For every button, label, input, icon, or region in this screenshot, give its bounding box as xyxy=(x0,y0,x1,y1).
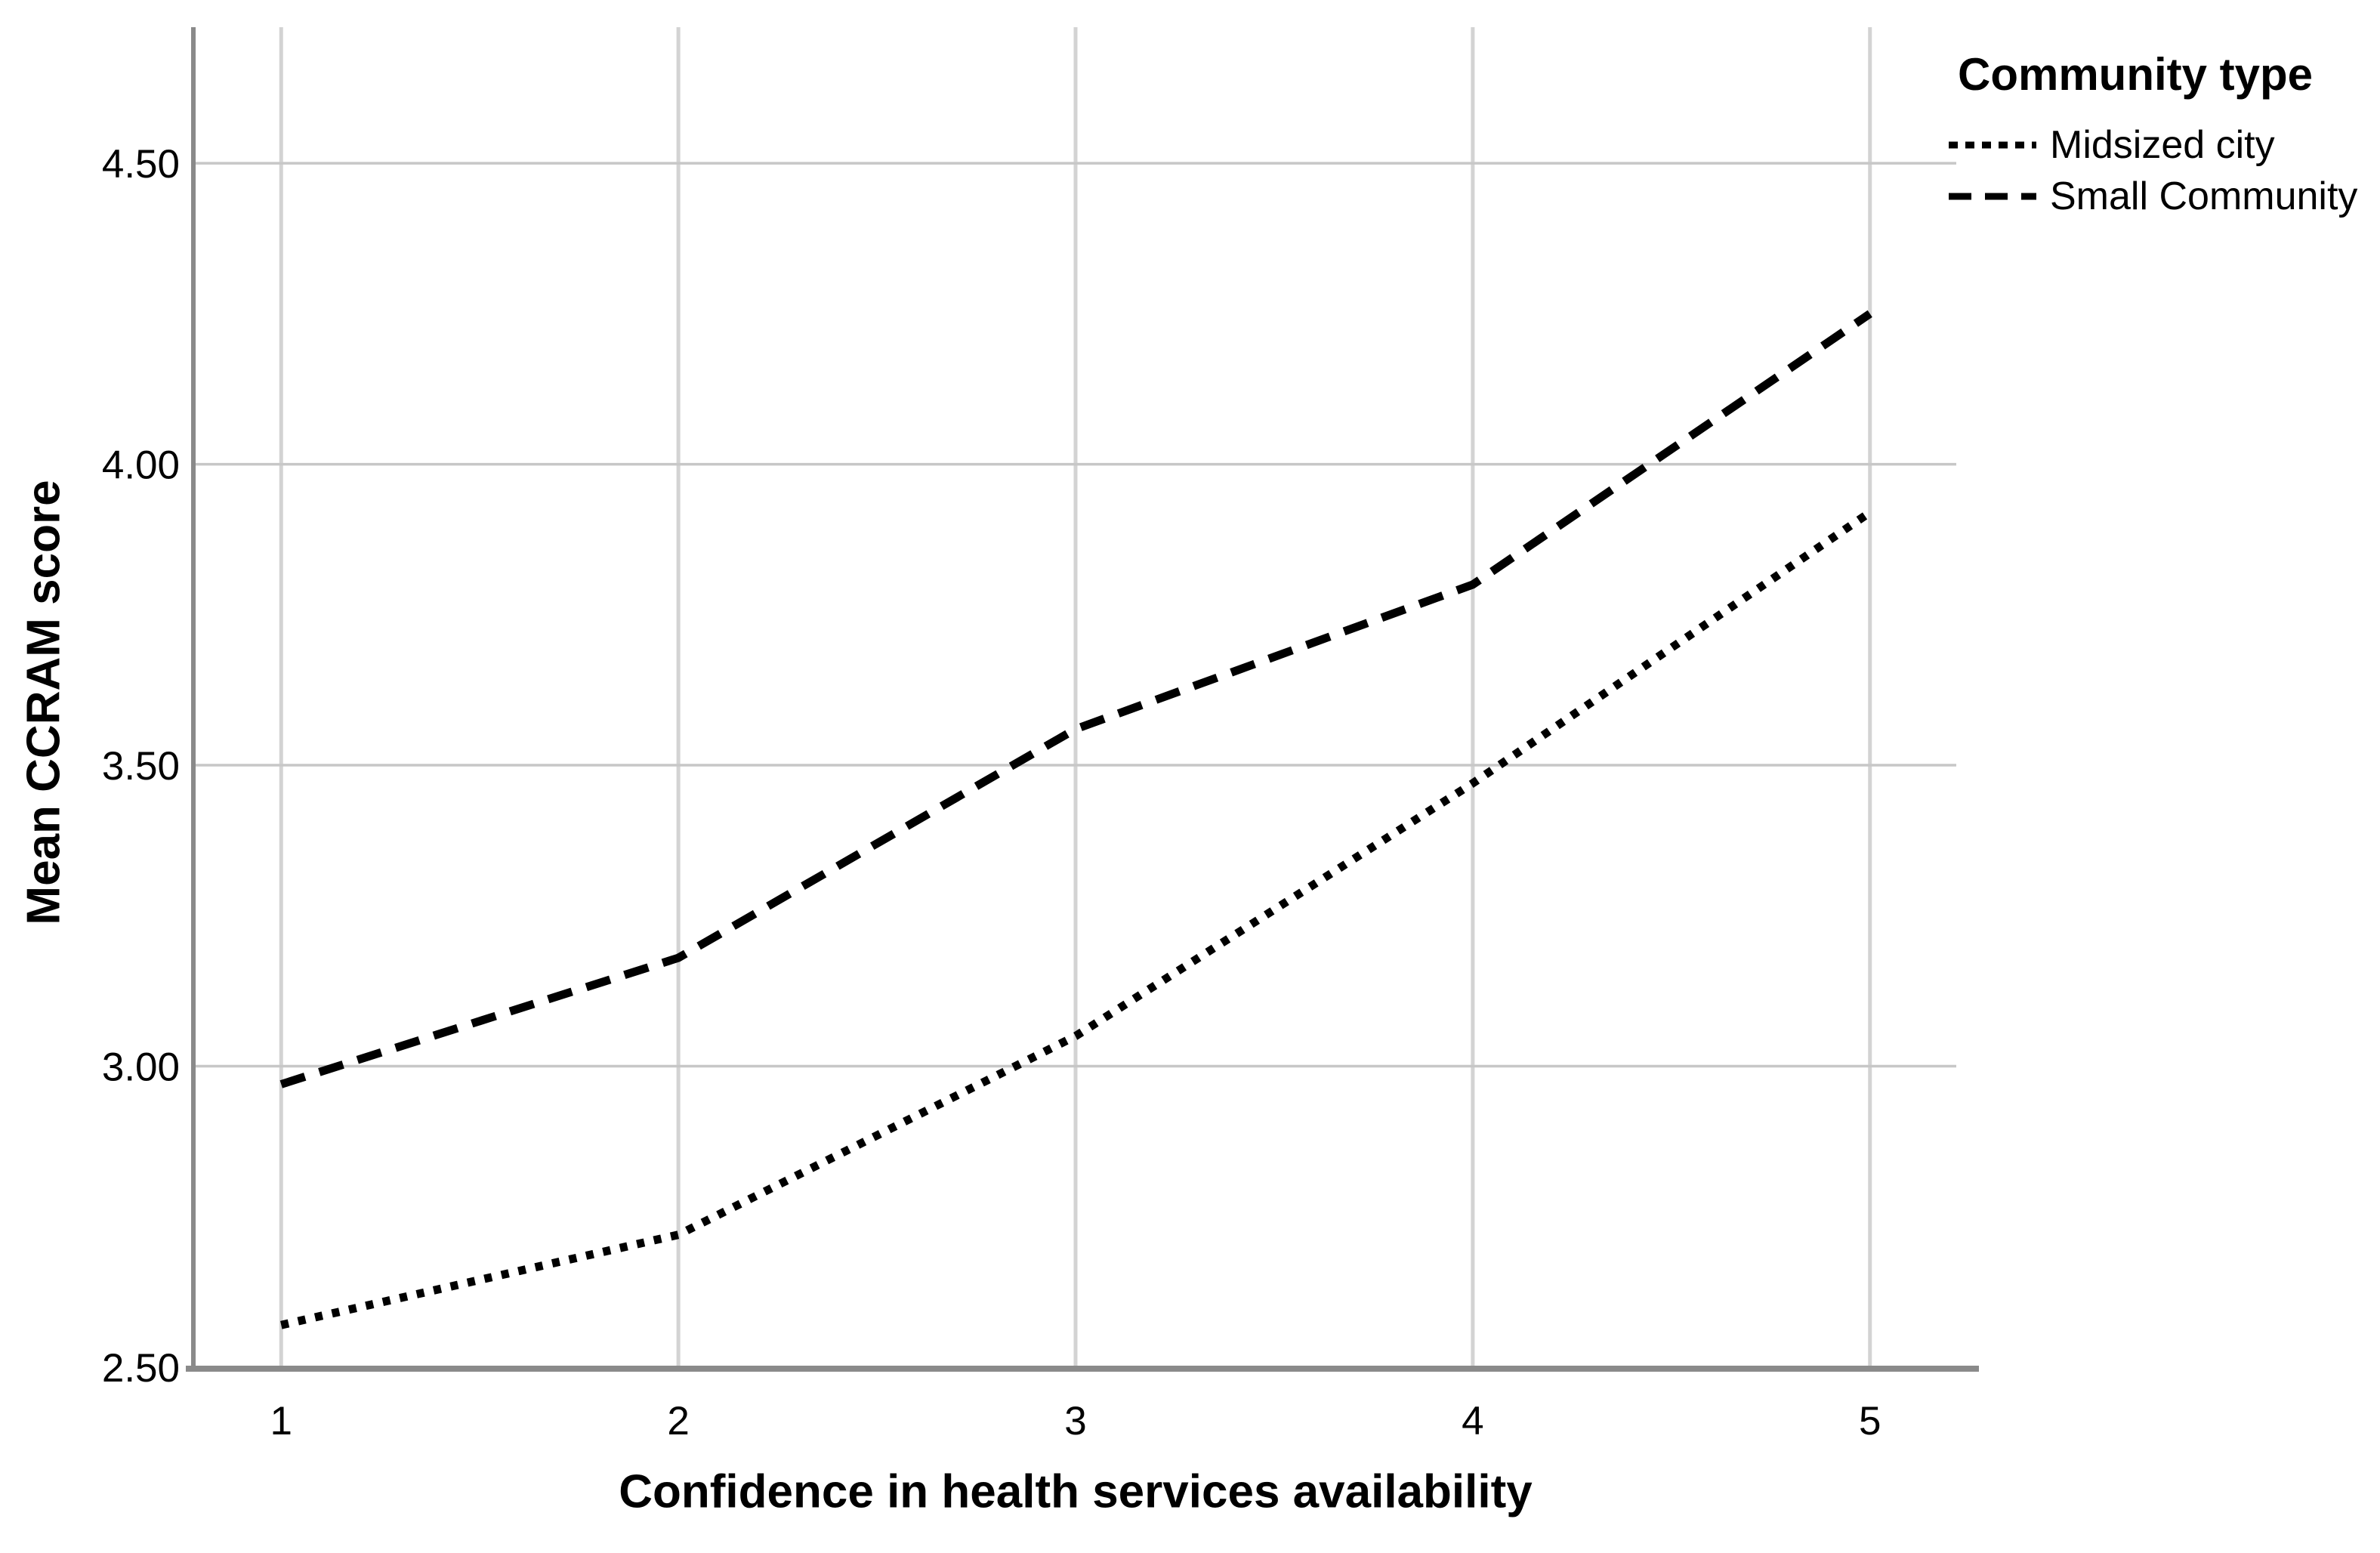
x-tick-label: 5 xyxy=(1859,1399,1881,1443)
dashed-line-icon xyxy=(1949,193,2036,200)
series-line-small-community xyxy=(279,310,1872,1088)
y-tick-label: 3.00 xyxy=(102,1045,180,1090)
y-tick-label: 2.50 xyxy=(102,1346,180,1391)
vertical-gridlines xyxy=(279,27,1872,1367)
legend: Community type Midsized city Small Commu… xyxy=(1947,48,2380,224)
y-tick-labels: 2.50 3.00 3.50 4.00 4.50 xyxy=(102,142,180,1391)
x-tick-label: 2 xyxy=(667,1399,689,1443)
y-axis-title: Mean CCRAM score xyxy=(17,480,70,925)
legend-label-small-community: Small Community xyxy=(2050,174,2358,218)
series-line-midsized-city xyxy=(280,508,1872,1329)
y-tick-label: 4.50 xyxy=(102,142,180,187)
axis-lines xyxy=(186,27,1979,1372)
x-tick-label: 4 xyxy=(1462,1399,1483,1443)
y-tick-label: 3.50 xyxy=(102,744,180,789)
x-axis-title: Confidence in health services availabili… xyxy=(619,1465,1533,1518)
dotted-line-icon xyxy=(1949,141,2036,149)
y-tick-label: 4.00 xyxy=(102,443,180,488)
legend-label-midsized-city: Midsized city xyxy=(2050,123,2275,167)
legend-item-midsized-city: Midsized city xyxy=(1947,122,2380,168)
legend-title: Community type xyxy=(1958,49,2314,100)
x-tick-labels: 1 2 3 4 5 xyxy=(270,1399,1881,1443)
horizontal-gridlines xyxy=(195,162,1956,1068)
x-tick-label: 3 xyxy=(1064,1399,1086,1443)
series-lines xyxy=(279,310,1872,1329)
x-tick-label: 1 xyxy=(270,1399,292,1443)
legend-item-small-community: Small Community xyxy=(1947,173,2380,220)
